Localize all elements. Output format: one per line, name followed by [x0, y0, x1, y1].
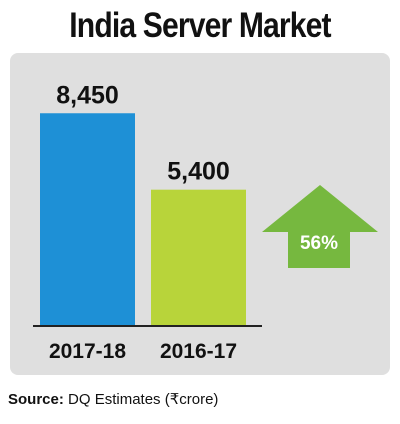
- growth-label: 56%: [300, 233, 338, 254]
- source-label: Source:: [8, 391, 64, 408]
- data-label-2016-17: 5,400: [167, 158, 230, 186]
- growth-arrow-shape: [262, 185, 378, 268]
- tick-label-2017-18: 2017-18: [49, 340, 126, 363]
- tick-label-2016-17: 2016-17: [160, 340, 237, 363]
- data-label-2017-18: 8,450: [56, 81, 119, 109]
- chart-title: India Server Market: [69, 6, 331, 45]
- source-text: DQ Estimates (₹crore): [68, 391, 219, 408]
- growth-arrow-icon: 56%: [262, 185, 378, 268]
- bar-2016-17: [151, 189, 246, 325]
- bar-2017-18: [40, 113, 135, 326]
- source-note: Source: DQ Estimates (₹crore): [8, 390, 218, 408]
